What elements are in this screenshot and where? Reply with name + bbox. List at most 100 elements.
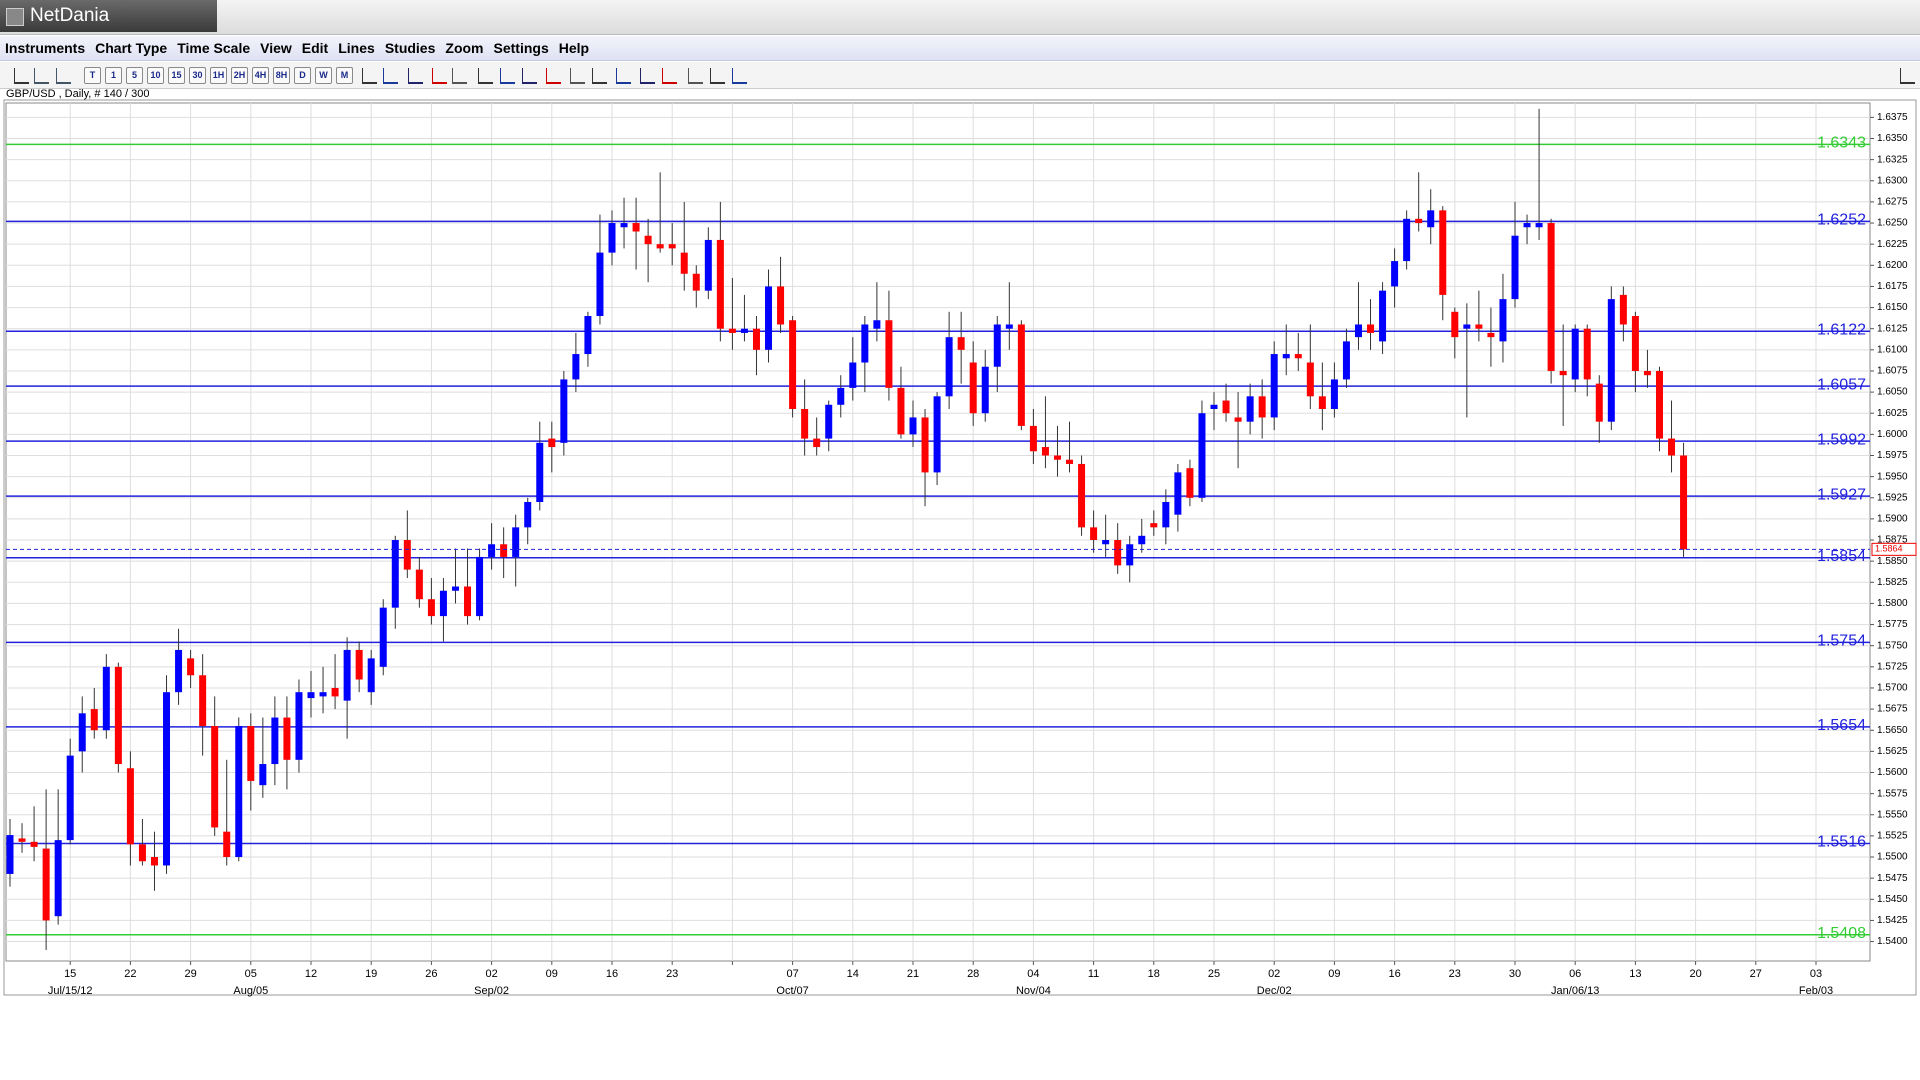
menu-item[interactable]: Help bbox=[558, 40, 590, 56]
menu-item[interactable]: Lines bbox=[338, 40, 375, 56]
candle-body bbox=[596, 252, 604, 317]
tool-icon[interactable] bbox=[688, 68, 703, 84]
y-tick-label: 1.5550 bbox=[1877, 809, 1908, 820]
candle-body bbox=[945, 337, 953, 397]
candle-body bbox=[223, 831, 231, 858]
menu-item[interactable]: Edit bbox=[301, 40, 329, 56]
candle-body bbox=[885, 320, 893, 388]
x-tick-label: 04 bbox=[1027, 968, 1039, 980]
level-label: 1.6343 bbox=[1817, 135, 1866, 152]
menu-item[interactable]: Zoom bbox=[445, 40, 484, 56]
candle-body bbox=[331, 687, 339, 697]
timescale-button[interactable]: 10 bbox=[147, 67, 164, 84]
menu-item[interactable]: Time Scale bbox=[177, 40, 251, 56]
level-label: 1.5516 bbox=[1817, 834, 1866, 851]
tool-icon[interactable] bbox=[662, 68, 677, 84]
x-tick-label: 06 bbox=[1569, 968, 1581, 980]
candle-body bbox=[1017, 324, 1025, 426]
candle-body bbox=[1463, 324, 1471, 329]
tool-icon[interactable] bbox=[570, 68, 585, 84]
candle-body bbox=[1439, 210, 1447, 295]
x-tick-label: 27 bbox=[1750, 968, 1762, 980]
y-tick-label: 1.5500 bbox=[1877, 852, 1908, 863]
candle-body bbox=[704, 239, 712, 291]
candle-body bbox=[343, 649, 351, 701]
y-tick-label: 1.5400 bbox=[1877, 936, 1908, 947]
candle-body bbox=[1619, 294, 1627, 325]
chart-icon[interactable] bbox=[34, 68, 49, 84]
menu-item[interactable]: Studies bbox=[384, 40, 436, 56]
tool-icon[interactable] bbox=[616, 68, 631, 84]
level-label: 1.5754 bbox=[1817, 633, 1866, 650]
candle-body bbox=[1246, 396, 1254, 422]
candle-body bbox=[740, 328, 748, 333]
candle-body bbox=[439, 590, 447, 617]
candle-body bbox=[283, 717, 291, 760]
timescale-button[interactable]: T bbox=[84, 67, 101, 84]
timescale-button[interactable]: 5 bbox=[126, 67, 143, 84]
candle-body bbox=[620, 223, 628, 228]
tool-icon[interactable] bbox=[478, 68, 493, 84]
candle-body bbox=[1403, 218, 1411, 262]
x-tick-label: 09 bbox=[546, 968, 558, 980]
timescale-button[interactable]: 1H bbox=[210, 67, 227, 84]
candle-body bbox=[849, 362, 857, 388]
timescale-button[interactable]: M bbox=[336, 67, 353, 84]
timescale-button[interactable]: W bbox=[315, 67, 332, 84]
candle-body bbox=[512, 527, 520, 557]
timescale-button[interactable]: 8H bbox=[273, 67, 290, 84]
y-tick-label: 1.5450 bbox=[1877, 894, 1908, 905]
menu-item[interactable]: Settings bbox=[493, 40, 549, 56]
x-tick-label: 02 bbox=[485, 968, 497, 980]
tool-icon[interactable] bbox=[500, 68, 515, 84]
y-tick-label: 1.5825 bbox=[1877, 577, 1908, 588]
timescale-button[interactable]: D bbox=[294, 67, 311, 84]
timescale-button[interactable]: 1 bbox=[105, 67, 122, 84]
window-title-tab: NetDania FinanceChart bbox=[0, 0, 217, 58]
tool-icon[interactable] bbox=[592, 68, 607, 84]
x-tick-label: 23 bbox=[1449, 968, 1461, 980]
menu-item[interactable]: View bbox=[260, 40, 292, 56]
tool-icon[interactable] bbox=[452, 68, 467, 84]
level-label: 1.5408 bbox=[1817, 925, 1866, 942]
candle-body bbox=[415, 569, 423, 600]
timescale-button[interactable]: 15 bbox=[168, 67, 185, 84]
tool-icon[interactable] bbox=[732, 68, 747, 84]
tool-icon[interactable] bbox=[383, 68, 398, 84]
tool-icon[interactable] bbox=[546, 68, 561, 84]
candle-body bbox=[608, 223, 616, 253]
timescale-button[interactable]: 2H bbox=[231, 67, 248, 84]
level-label: 1.6252 bbox=[1817, 212, 1866, 229]
candle-body bbox=[1053, 455, 1061, 460]
candle-body bbox=[102, 666, 110, 731]
line-icon[interactable] bbox=[56, 68, 71, 84]
candle-body bbox=[957, 337, 965, 350]
candle-body bbox=[1114, 540, 1122, 566]
timescale-button[interactable]: 30 bbox=[189, 67, 206, 84]
candle-body bbox=[897, 387, 905, 435]
tool-icon[interactable] bbox=[408, 68, 423, 84]
tool-icon[interactable] bbox=[640, 68, 655, 84]
menu-item[interactable]: Instruments bbox=[5, 40, 86, 56]
tool-icon[interactable] bbox=[710, 68, 725, 84]
chart-type-icon[interactable] bbox=[14, 68, 29, 84]
menu-item[interactable]: Chart Type bbox=[95, 40, 168, 56]
tool-icon[interactable] bbox=[362, 68, 377, 84]
x-tick-sublabel: Feb/03 bbox=[1799, 985, 1833, 997]
candle-body bbox=[1294, 354, 1302, 359]
level-label: 1.5927 bbox=[1817, 486, 1866, 503]
candle-body bbox=[1571, 328, 1579, 380]
candle-body bbox=[187, 658, 195, 676]
candle-body bbox=[1102, 540, 1110, 545]
candle-body bbox=[1029, 425, 1037, 452]
panel-button[interactable] bbox=[1900, 68, 1915, 84]
y-tick-label: 1.5475 bbox=[1877, 873, 1908, 884]
x-tick-label: 26 bbox=[425, 968, 437, 980]
tool-icon[interactable] bbox=[522, 68, 537, 84]
candle-body bbox=[680, 252, 688, 274]
level-label: 1.5992 bbox=[1817, 431, 1866, 448]
y-tick-label: 1.5600 bbox=[1877, 767, 1908, 778]
timescale-button[interactable]: 4H bbox=[252, 67, 269, 84]
tool-icon[interactable] bbox=[432, 68, 447, 84]
candle-body bbox=[1451, 311, 1459, 338]
